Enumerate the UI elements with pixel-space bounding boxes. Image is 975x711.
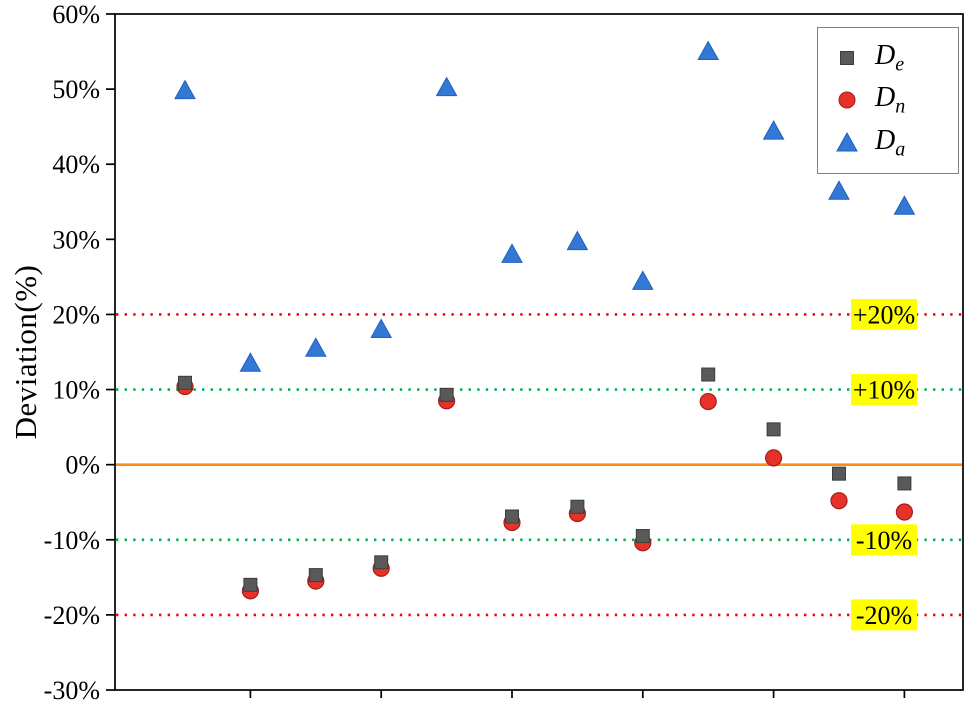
y-tick-label-0%: 0% — [65, 451, 100, 480]
data-point-Da-3 — [304, 337, 327, 357]
data-point-De-7 — [570, 499, 585, 514]
data-point-De-1 — [178, 375, 192, 390]
y-tick-label--30%: -30% — [44, 676, 100, 705]
data-point-Da-4 — [370, 318, 393, 338]
legend: De Dn Da — [817, 27, 959, 174]
annotation-bg-+20% — [851, 298, 917, 330]
data-point-De-8 — [635, 529, 650, 544]
square-marker-shape — [840, 51, 854, 66]
y-tick-label--10%: -10% — [44, 526, 100, 555]
data-point-Da-10 — [762, 120, 785, 140]
data-point-Da-2 — [239, 352, 262, 372]
triangle-marker-icon — [836, 131, 858, 152]
data-point-De-2 — [243, 577, 258, 592]
annotation-bg--10% — [851, 524, 917, 556]
legend-item-Da: Da — [834, 124, 958, 161]
y-tick-label-40%: 40% — [52, 150, 100, 179]
data-point-Dn-12 — [895, 503, 914, 521]
annotation--20%: -20% — [856, 601, 912, 630]
legend-label-Dn: Dn — [875, 82, 906, 118]
data-point-De-3 — [308, 568, 323, 583]
annotation--10%: -10% — [856, 526, 912, 555]
legend-label-Da: Da — [875, 124, 906, 161]
data-point-De-6 — [505, 509, 519, 524]
data-point-De-11 — [832, 466, 846, 481]
data-point-Da-7 — [566, 230, 589, 251]
axis-frame — [114, 13, 964, 691]
y-tick-label-30%: 30% — [52, 225, 100, 254]
annotation-+20%: +20% — [853, 300, 915, 329]
data-point-Dn-11 — [830, 492, 848, 510]
y-tick-label--20%: -20% — [44, 601, 100, 630]
legend-item-De: De — [834, 39, 958, 76]
data-point-Dn-10 — [764, 449, 783, 467]
triangle-marker-shape — [836, 131, 858, 152]
data-point-De-12 — [897, 476, 912, 491]
data-point-De-4 — [374, 555, 389, 570]
annotation-bg--20% — [851, 599, 917, 631]
data-point-Dn-9 — [699, 392, 717, 411]
data-point-Da-5 — [435, 76, 458, 97]
data-point-Da-12 — [893, 195, 916, 215]
data-point-De-5 — [439, 387, 454, 402]
y-tick-label-50%: 50% — [52, 75, 100, 104]
legend-label-De: De — [875, 39, 905, 76]
annotation-+10%: +10% — [853, 376, 915, 405]
circle-marker-shape — [838, 91, 856, 109]
annotation-bg-+10% — [851, 374, 917, 406]
data-point-De-10 — [766, 422, 781, 437]
data-point-Da-8 — [631, 270, 654, 290]
square-marker-icon — [840, 51, 854, 66]
data-point-Da-6 — [501, 243, 523, 263]
y-tick-label-60%: 60% — [52, 0, 100, 29]
data-point-Da-9 — [697, 40, 720, 61]
data-point-Da-1 — [174, 79, 196, 100]
data-point-De-9 — [701, 367, 716, 382]
y-tick-label-20%: 20% — [52, 300, 100, 329]
circle-marker-icon — [838, 91, 856, 109]
y-tick-label-10%: 10% — [52, 376, 100, 405]
legend-item-Dn: Dn — [834, 84, 958, 117]
data-point-Da-11 — [828, 180, 850, 200]
